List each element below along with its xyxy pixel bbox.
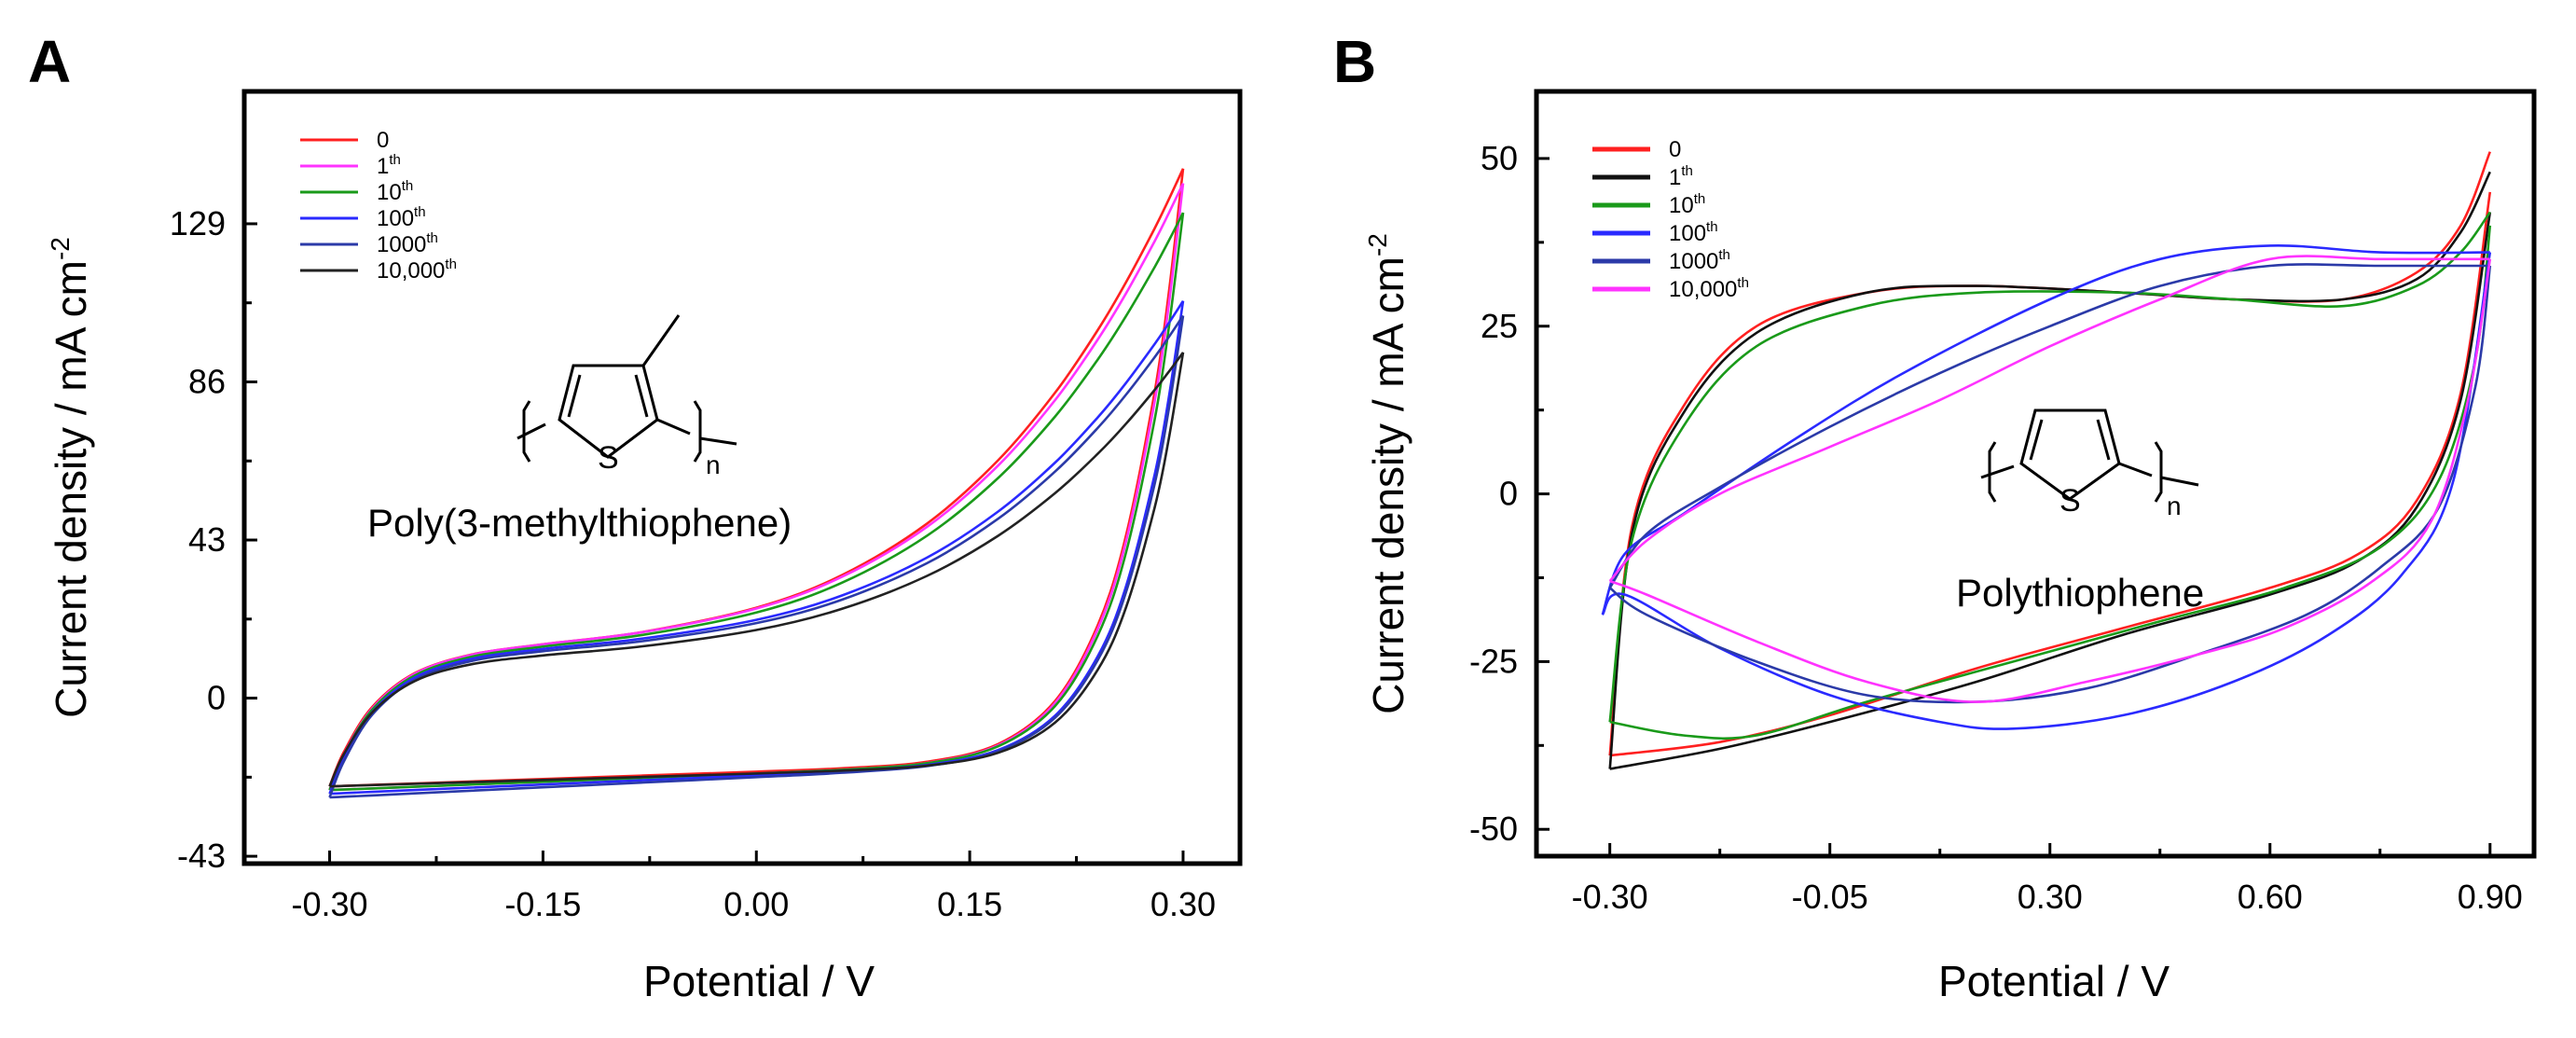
panel-a-annotation: Poly(3-methylthiophene): [367, 501, 792, 545]
panel-a-x-tick-label: 0.30: [1150, 885, 1216, 923]
panel-b-legend-label: 10th: [1669, 191, 1705, 218]
panel-b-legend-label: 0: [1669, 137, 1681, 162]
panel-b-series-5-anodic-line: [1608, 255, 2490, 582]
panel-b-y-tick-label: 0: [1499, 475, 1518, 513]
panel-b-legend-label: 100th: [1669, 219, 1718, 246]
poly-3-methylthiophene-structure: S n: [517, 314, 737, 479]
panel-b-ylabel-text: Current density / mA cm: [1364, 256, 1412, 714]
panel-a-ylabel-sup: -2: [46, 237, 75, 260]
panel-a-ylabel-group: Current density / mA cm-2: [46, 237, 95, 718]
panel-a-series-4-cathodic-line: [329, 315, 1185, 799]
panel-a-y-tick-label: -43: [177, 837, 226, 875]
panel-a-ticks: -0.30 -0.15 0.00 0.15 0.30 -43 0 43 86 129: [170, 204, 1216, 923]
panel-b-series-1-anodic-line: [1608, 171, 2491, 769]
panel-a-series-1-anodic-line: [328, 183, 1185, 791]
panel-b-series-2-cathodic-line: [1609, 225, 2492, 740]
panel-b-legend-label: 1th: [1669, 163, 1693, 190]
polythiophene-subscript: n: [2167, 491, 2182, 520]
panel-b-ylabel-group: Current density / mA cm-2: [1363, 233, 1412, 714]
panel-b-curves: [1601, 151, 2492, 770]
panel-b-plot-frame: [1534, 89, 2537, 859]
panel-b-x-tick-label: 0.60: [2238, 878, 2303, 916]
panel-a-series-4-anodic-line: [328, 314, 1185, 798]
poly-3-methylthiophene-subscript: n: [706, 450, 721, 479]
panel-b: B -0.30 -0.05 0.30 0.60 0.90 -50 -25 0 25 50 Pote…: [1333, 28, 2537, 1005]
panel-b-series-5-cathodic-line: [1609, 258, 2492, 703]
panel-b-legend-label: 1000th: [1669, 247, 1730, 274]
panel-a-xlabel: Potential / V: [643, 957, 875, 1005]
panel-b-x-tick-label: -0.30: [1572, 878, 1648, 916]
panel-b-y-tick-label: 50: [1481, 139, 1518, 177]
panel-a-series-0-cathodic-line: [329, 168, 1185, 788]
poly-3-methylthiophene-sulfur: S: [598, 440, 619, 476]
panel-a-plot-frame: [241, 89, 1243, 866]
panel-b-y-tick-label: 25: [1481, 307, 1518, 345]
panel-b-ylabel-sup: -2: [1363, 233, 1392, 256]
panel-b-annotation: Polythiophene: [1956, 571, 2204, 615]
panel-a-ylabel-text: Current density / mA cm: [47, 260, 95, 718]
panel-a-label: A: [28, 28, 71, 95]
panel-a-legend-label: 100th: [377, 204, 426, 231]
panel-b-x-tick-label: 0.30: [2018, 878, 2083, 916]
panel-b-y-tick-label: -25: [1469, 642, 1518, 680]
panel-b-xlabel: Potential / V: [1938, 957, 2170, 1005]
panel-a: A -0.30 -0.15 0.00 0.15 0.30 -43 0 43 86 129 Pote…: [28, 28, 1243, 1005]
panel-b-y-tick-label: -50: [1469, 810, 1518, 848]
polythiophene-sulfur: S: [2059, 483, 2081, 519]
panel-b-series-4-anodic-line: [1608, 263, 2490, 589]
panel-a-legend-label: 1th: [377, 152, 401, 179]
panel-a-series-1-cathodic-line: [329, 183, 1185, 792]
panel-a-x-tick-label: 0.15: [937, 885, 1002, 923]
panel-a-series-0-anodic-line: [328, 168, 1185, 787]
panel-a-legend-label: 0: [377, 128, 389, 153]
panel-a-series-3-anodic-line: [328, 299, 1185, 795]
panel-b-x-tick-label: 0.90: [2458, 878, 2523, 916]
panel-a-curves: [328, 168, 1185, 799]
panel-a-x-tick-label: 0.00: [723, 885, 789, 923]
panel-a-series-5-cathodic-line: [329, 352, 1185, 788]
panel-a-series-2-anodic-line: [328, 212, 1185, 791]
panel-b-ticks: -0.30 -0.05 0.30 0.60 0.90 -50 -25 0 25 50: [1469, 139, 2523, 916]
panel-a-y-tick-label: 43: [188, 520, 226, 559]
panel-a-series-5-anodic-line: [328, 352, 1185, 787]
panel-a-y-tick-label: 129: [170, 204, 226, 242]
panel-b-legend-label: 10,000th: [1669, 275, 1749, 302]
panel-a-legend-label: 10,000th: [377, 256, 457, 284]
panel-a-legend-label: 1000th: [377, 230, 438, 257]
panel-b-series-0-anodic-line: [1608, 151, 2492, 756]
panel-a-y-tick-label: 0: [207, 679, 226, 717]
panel-b-series-2-anodic-line: [1608, 211, 2491, 723]
panel-b-label: B: [1333, 28, 1376, 95]
panel-a-ylabel: Current density / mA cm-2: [46, 237, 95, 718]
panel-b-series-1-cathodic-line: [1609, 212, 2492, 770]
panel-a-x-tick-label: -0.15: [504, 885, 581, 923]
panel-a-x-tick-label: -0.30: [292, 885, 368, 923]
panel-b-series-4-cathodic-line: [1608, 265, 2492, 704]
panel-a-series-3-cathodic-line: [329, 300, 1185, 796]
panel-b-x-tick-label: -0.05: [1792, 878, 1868, 916]
polythiophene-structure: S n: [1980, 408, 2199, 520]
panel-b-series-3-cathodic-line: [1601, 252, 2492, 730]
panel-a-y-tick-label: 86: [188, 362, 226, 400]
panel-b-ylabel: Current density / mA cm-2: [1363, 233, 1412, 714]
panel-a-legend-label: 10th: [377, 178, 413, 205]
panel-a-series-2-cathodic-line: [329, 212, 1185, 792]
